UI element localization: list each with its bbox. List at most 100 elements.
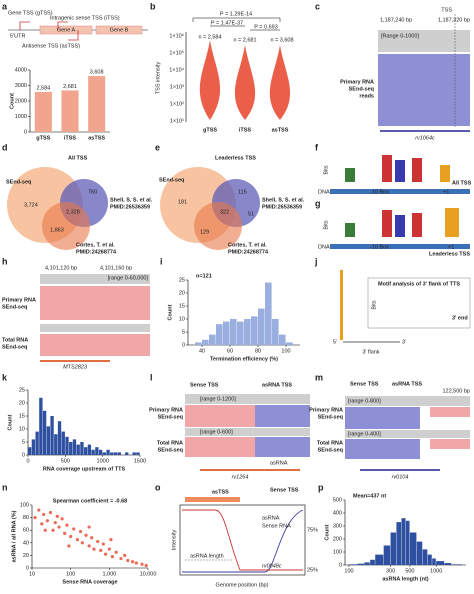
- x-tick-label: 100: [66, 571, 75, 577]
- coverage: [345, 430, 470, 438]
- y-tick-label: 100: [20, 502, 29, 508]
- annotation: n=121: [196, 273, 212, 279]
- label: TSS: [441, 7, 452, 13]
- y-tick-label: 100: [333, 549, 342, 555]
- bar: [251, 316, 258, 345]
- x-tick-label: 80: [255, 348, 261, 354]
- axis-label: RNA coverage upstream of TTS: [43, 466, 126, 472]
- axis-label: Termination efficiency (%): [210, 356, 278, 362]
- bar: [348, 564, 358, 565]
- track-label: Primary RNA: [149, 407, 183, 413]
- annotation: Mean=437 nt: [353, 493, 386, 499]
- x-tick-label: 1000: [97, 458, 109, 464]
- legend-entry: asRNA: [262, 515, 280, 521]
- reads: [255, 437, 310, 457]
- bar: [106, 449, 110, 455]
- x-tick-label: 500: [61, 458, 70, 464]
- bar: [390, 532, 397, 565]
- label: Gene B: [110, 27, 129, 33]
- category: asTSS: [272, 127, 289, 133]
- coordinate: 1,187,240 bp: [380, 17, 412, 23]
- gene-name: rv1264: [232, 474, 249, 480]
- coverage: [40, 324, 150, 332]
- y-tick-label: 20: [179, 290, 185, 296]
- bar: [57, 421, 62, 455]
- x-tick-label: 1500: [134, 458, 146, 464]
- point: [33, 516, 37, 520]
- x-tick-label: 1,000: [102, 571, 116, 577]
- point: [43, 528, 47, 532]
- axis-label: Bits: [371, 300, 377, 309]
- bar: [110, 452, 114, 455]
- panel-letter: h: [2, 256, 8, 266]
- range: [range 0-60,000]: [108, 275, 149, 281]
- y-tick-label: 10: [19, 426, 25, 432]
- range: [range 0-1200]: [200, 396, 236, 402]
- track-label: Total RNA: [317, 440, 343, 446]
- label: asRNA TSS: [392, 381, 422, 387]
- label: SEnd-seq: [159, 177, 184, 183]
- bar: [216, 324, 223, 345]
- point: [134, 561, 138, 565]
- point: [67, 544, 71, 548]
- point: [87, 544, 91, 548]
- point: [51, 528, 55, 532]
- bar: [95, 447, 99, 455]
- bar: [102, 452, 106, 455]
- track-label: Primary RNA: [2, 297, 36, 303]
- bar: [125, 452, 129, 455]
- p-value: P = 0.693: [254, 24, 278, 30]
- point: [123, 553, 127, 558]
- bar: [451, 564, 462, 565]
- label: -10 Box: [370, 244, 389, 250]
- count: 322: [220, 209, 229, 215]
- y-tick-label: 15: [179, 303, 185, 309]
- reads: [430, 439, 470, 449]
- label: +1: [443, 189, 449, 195]
- track-label: SEnd-seq: [2, 344, 27, 350]
- point: [57, 525, 61, 529]
- track-label: SEnd-seq: [2, 304, 27, 310]
- bar: [195, 342, 202, 345]
- range: [Range 0-1000]: [381, 33, 419, 39]
- tick-label: 1×10⁴: [169, 66, 184, 73]
- bar: [132, 452, 136, 455]
- x-tick-label: iTSS: [64, 135, 77, 141]
- label: 3' end: [452, 315, 468, 321]
- bar: [98, 449, 103, 455]
- point: [42, 512, 46, 517]
- y-tick-label: 15: [19, 413, 25, 419]
- bar: [61, 431, 65, 455]
- tick-label: 1×10¹: [170, 118, 184, 124]
- x-tick-label: gTSS: [36, 135, 50, 141]
- bar: [35, 431, 39, 455]
- annotation: Spearman coefficient = -0.68: [53, 498, 127, 504]
- bar: [432, 558, 436, 565]
- panel-letter: g: [315, 198, 321, 208]
- category: iTSS: [239, 127, 252, 133]
- track-label: reads: [359, 93, 374, 99]
- reads: [345, 439, 420, 459]
- bar: [396, 522, 402, 565]
- point: [92, 547, 96, 551]
- count: 51: [248, 211, 254, 217]
- panel-letter: f: [315, 142, 319, 152]
- bar: [72, 439, 77, 455]
- point: [144, 563, 148, 568]
- x-tick-label: 10,000: [140, 571, 157, 577]
- bar: [76, 444, 80, 455]
- axis-label: Count: [167, 304, 173, 320]
- bar: [364, 562, 370, 565]
- label: PMID:26536359: [110, 204, 150, 210]
- reads: [345, 407, 420, 429]
- x-tick-label: 40: [199, 348, 205, 354]
- bar: [401, 518, 406, 565]
- y-tick-label: 200: [333, 536, 342, 542]
- label: SEnd-seq: [6, 179, 31, 185]
- bar: [39, 397, 43, 455]
- point: [126, 558, 130, 563]
- point: [109, 538, 113, 542]
- panel-letter: m: [315, 372, 323, 382]
- x-tick-label: 100: [281, 348, 290, 354]
